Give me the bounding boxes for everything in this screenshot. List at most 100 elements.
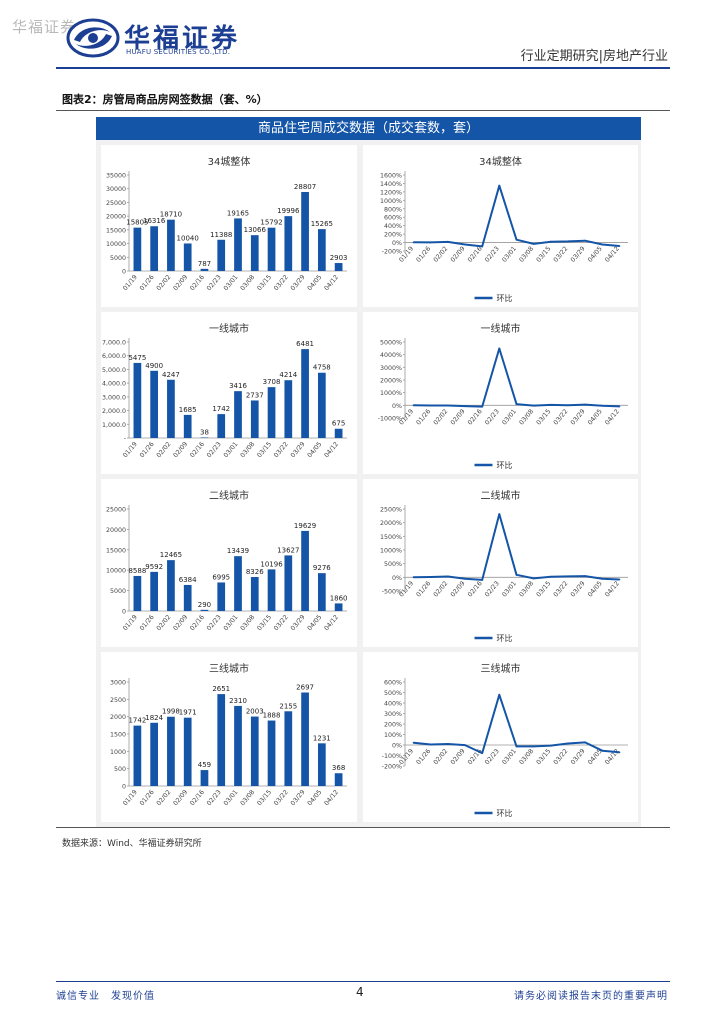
bar — [200, 770, 209, 786]
x-tick-label: 03/15 — [535, 580, 552, 598]
y-tick-label: 5000% — [380, 340, 402, 347]
x-tick-label: 01/19 — [122, 441, 139, 459]
footer-rule — [56, 981, 670, 982]
data-source: 数据来源：Wind、华福证券研究所 — [62, 839, 202, 849]
bar — [217, 414, 226, 438]
chart-34-cities-mom: 34城整体 -200% 0% 200% 400% 600% 800% 1000% 1200% 14… — [363, 145, 638, 307]
bar-value-label: 1685 — [179, 406, 197, 414]
x-tick-label: 04/05 — [306, 441, 323, 459]
bar — [133, 362, 142, 438]
y-tick-label: 25000 — [106, 200, 126, 207]
x-tick-label: 03/29 — [290, 274, 307, 292]
data-point — [446, 743, 449, 745]
y-tick-label: 7,000.0 — [102, 340, 126, 347]
y-tick-label: 5000 — [110, 255, 126, 262]
y-tick-label: - — [124, 436, 126, 443]
bar — [183, 243, 192, 271]
x-tick-label: 02/23 — [206, 614, 223, 632]
x-tick-label: 02/16 — [189, 441, 206, 459]
y-tick-label: 1000% — [380, 390, 402, 397]
x-tick-label: 03/01 — [501, 748, 518, 766]
data-point — [515, 745, 518, 748]
y-tick-label: -200% — [382, 249, 402, 256]
data-point — [446, 575, 449, 578]
data-point — [464, 577, 466, 580]
bar-value-label: 2697 — [296, 684, 314, 692]
x-tick-label: 02/09 — [450, 748, 467, 766]
y-tick-label: 2000% — [380, 520, 402, 527]
data-point — [481, 405, 484, 408]
x-tick-label: 01/26 — [139, 274, 156, 292]
bar-value-label: 10040 — [177, 234, 199, 242]
data-point — [584, 741, 587, 744]
source-rule — [56, 827, 670, 828]
bar-value-label: 19629 — [294, 522, 316, 530]
data-point — [532, 243, 535, 245]
data-point — [549, 240, 552, 243]
x-tick-label: 03/22 — [273, 614, 290, 632]
data-point — [412, 576, 415, 579]
x-tick-label: 02/02 — [155, 441, 172, 459]
bar — [284, 555, 293, 611]
y-tick-label: 3000 — [110, 680, 126, 687]
y-tick-label: 300% — [384, 711, 402, 718]
bar-value-label: 3708 — [263, 378, 281, 386]
bar — [267, 227, 276, 271]
x-tick-label: 03/01 — [222, 614, 239, 632]
x-tick-label: 03/22 — [552, 245, 569, 263]
x-tick-label: 02/16 — [467, 408, 484, 426]
data-point — [584, 239, 587, 242]
y-tick-label: 600% — [384, 215, 402, 222]
bar — [183, 584, 192, 611]
legend-label: 环比 — [497, 460, 513, 470]
y-tick-label: 400% — [384, 701, 402, 708]
chart-tier2-volume: 二线城市 0 5000 10000 15000 20000 25000 01/19 01/26 0… — [101, 479, 357, 647]
data-point — [412, 741, 415, 744]
x-tick-label: 04/12 — [604, 245, 621, 263]
y-tick-label: 0% — [392, 240, 402, 247]
x-tick-label: 03/22 — [552, 408, 569, 426]
bar — [167, 379, 175, 438]
x-tick-label: 03/29 — [570, 748, 587, 766]
x-tick-label: 03/29 — [290, 441, 307, 459]
x-tick-label: 01/26 — [415, 580, 432, 598]
x-tick-label: 01/19 — [122, 789, 139, 807]
data-point — [412, 404, 415, 407]
page-number: 4 — [356, 985, 364, 999]
y-tick-label: 500% — [384, 561, 402, 568]
report-type: 行业定期研究|房地产行业 — [520, 49, 668, 64]
bar — [234, 556, 242, 611]
bar-value-label: 8588 — [128, 567, 146, 575]
bar — [317, 573, 326, 611]
y-tick-label: 1500 — [110, 732, 126, 739]
x-tick-label: 03/15 — [535, 245, 552, 263]
x-tick-label: 03/29 — [290, 789, 307, 807]
x-tick-label: 02/09 — [450, 408, 467, 426]
x-tick-label: 02/02 — [155, 789, 172, 807]
y-tick-label: 0% — [392, 403, 402, 410]
x-tick-label: 04/12 — [323, 614, 340, 632]
x-tick-label: 03/15 — [256, 789, 273, 807]
x-tick-label: 04/05 — [587, 580, 604, 598]
bar — [301, 349, 309, 438]
y-tick-label: 35000 — [106, 173, 126, 180]
bar-value-label: 1742 — [212, 405, 230, 413]
bar — [284, 380, 293, 438]
brand-name: 华福证券 — [124, 24, 241, 54]
data-point — [481, 579, 484, 581]
chart-tier3-mom: 三线城市 -200% -100% 0% 100% 200% 300% 400% 500% 600%… — [363, 652, 638, 822]
data-point — [429, 576, 432, 578]
x-tick-label: 02/09 — [172, 274, 189, 292]
chart-34-cities-volume: 34城整体 0 5000 10000 15000 20000 25000 30000 35000… — [101, 145, 357, 307]
bar — [200, 437, 209, 438]
x-tick-label: 02/09 — [172, 441, 189, 459]
x-tick-label: 04/05 — [306, 789, 323, 807]
chart-title: 二线城市 — [481, 489, 521, 502]
chart-tier2-mom: 二线城市 -500% 0% 500% 1000% 1500% 2000% 2500% 01/19… — [363, 479, 638, 647]
x-tick-label: 02/23 — [206, 274, 223, 292]
bar-value-label: 13627 — [277, 546, 299, 554]
legend-label: 环比 — [497, 293, 513, 303]
footer-disclaimer: 请务必阅读报告末页的重要声明 — [514, 991, 668, 1002]
data-point — [429, 743, 432, 746]
y-tick-label: 1,000.0 — [102, 422, 126, 429]
